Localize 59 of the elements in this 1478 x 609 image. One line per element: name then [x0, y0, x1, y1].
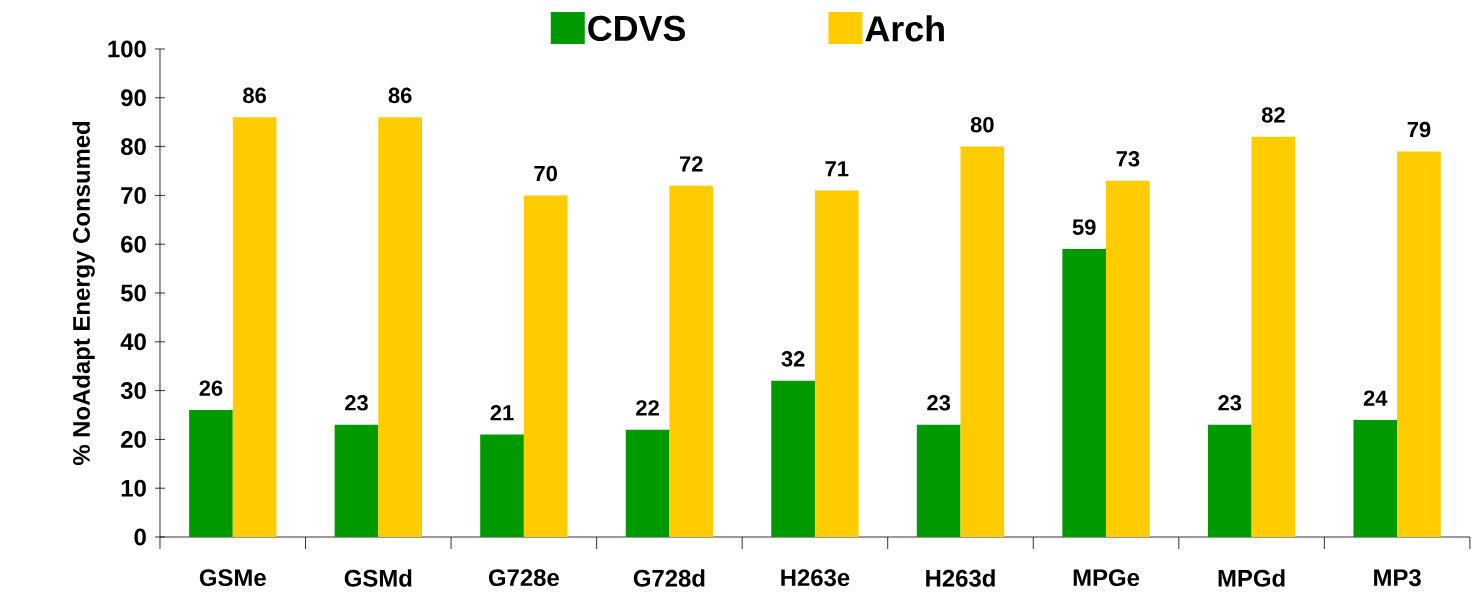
data-label: 79 [1407, 121, 1431, 138]
data-label: 72 [679, 156, 703, 172]
bar [189, 410, 233, 537]
y-tick-label: 0 [134, 528, 146, 546]
bar [1353, 419, 1398, 537]
bar [1207, 424, 1252, 537]
legend-label: Arch [865, 15, 944, 42]
bar [916, 424, 961, 537]
bar [669, 185, 714, 537]
bar [1397, 151, 1441, 537]
x-tick-label: MPGd [1218, 569, 1285, 587]
x-tick-label: H263d [926, 569, 995, 587]
data-label: 73 [1116, 151, 1140, 167]
bar [480, 434, 524, 537]
x-tick-label: GSMe [199, 569, 266, 587]
data-label: 80 [970, 116, 994, 133]
data-label: 86 [243, 87, 266, 104]
legend-label: CDVS [588, 15, 685, 42]
y-tick-label: 100 [108, 40, 146, 58]
data-label: 82 [1261, 107, 1285, 123]
x-tick-label: H263e [781, 569, 850, 587]
bar [232, 117, 277, 537]
y-tick-label: 90 [121, 89, 146, 107]
bar [625, 429, 670, 537]
y-tick-label: 40 [120, 333, 146, 351]
y-tick-label: 50 [120, 284, 146, 302]
y-axis-title: % NoAdapt Energy Consumed [72, 121, 95, 466]
data-label: 26 [199, 380, 223, 396]
bar [523, 195, 568, 537]
x-tick-label: MP3 [1374, 569, 1421, 587]
bar [814, 190, 859, 537]
y-tick-label: 30 [120, 382, 146, 400]
x-tick-label: GSMd [344, 569, 412, 587]
data-label: 32 [781, 351, 805, 367]
bar [960, 146, 1005, 537]
data-label: 70 [534, 165, 557, 182]
x-tick-label: G728e [488, 569, 559, 587]
data-label: 59 [1072, 219, 1096, 235]
data-label: 24 [1363, 390, 1388, 406]
bar [1062, 249, 1107, 537]
data-label: 23 [1218, 395, 1242, 411]
x-tick-label: G728d [633, 569, 705, 587]
bar [1251, 136, 1296, 537]
bar [771, 380, 815, 537]
y-tick-label: 20 [121, 430, 146, 448]
data-label: 86 [388, 87, 412, 104]
data-label: 22 [636, 400, 659, 416]
y-tick-label: 60 [121, 235, 146, 253]
data-label: 23 [345, 395, 368, 411]
data-label: 71 [825, 161, 849, 177]
x-tick-label: MPGe [1073, 569, 1140, 587]
data-label: 23 [927, 395, 951, 411]
y-tick-label: 80 [121, 138, 146, 156]
y-tick-label: 70 [121, 186, 146, 204]
y-tick-label: 10 [121, 479, 146, 497]
data-label: 21 [490, 405, 514, 421]
bar [378, 117, 422, 537]
bar [334, 424, 379, 537]
bar [1106, 180, 1150, 537]
